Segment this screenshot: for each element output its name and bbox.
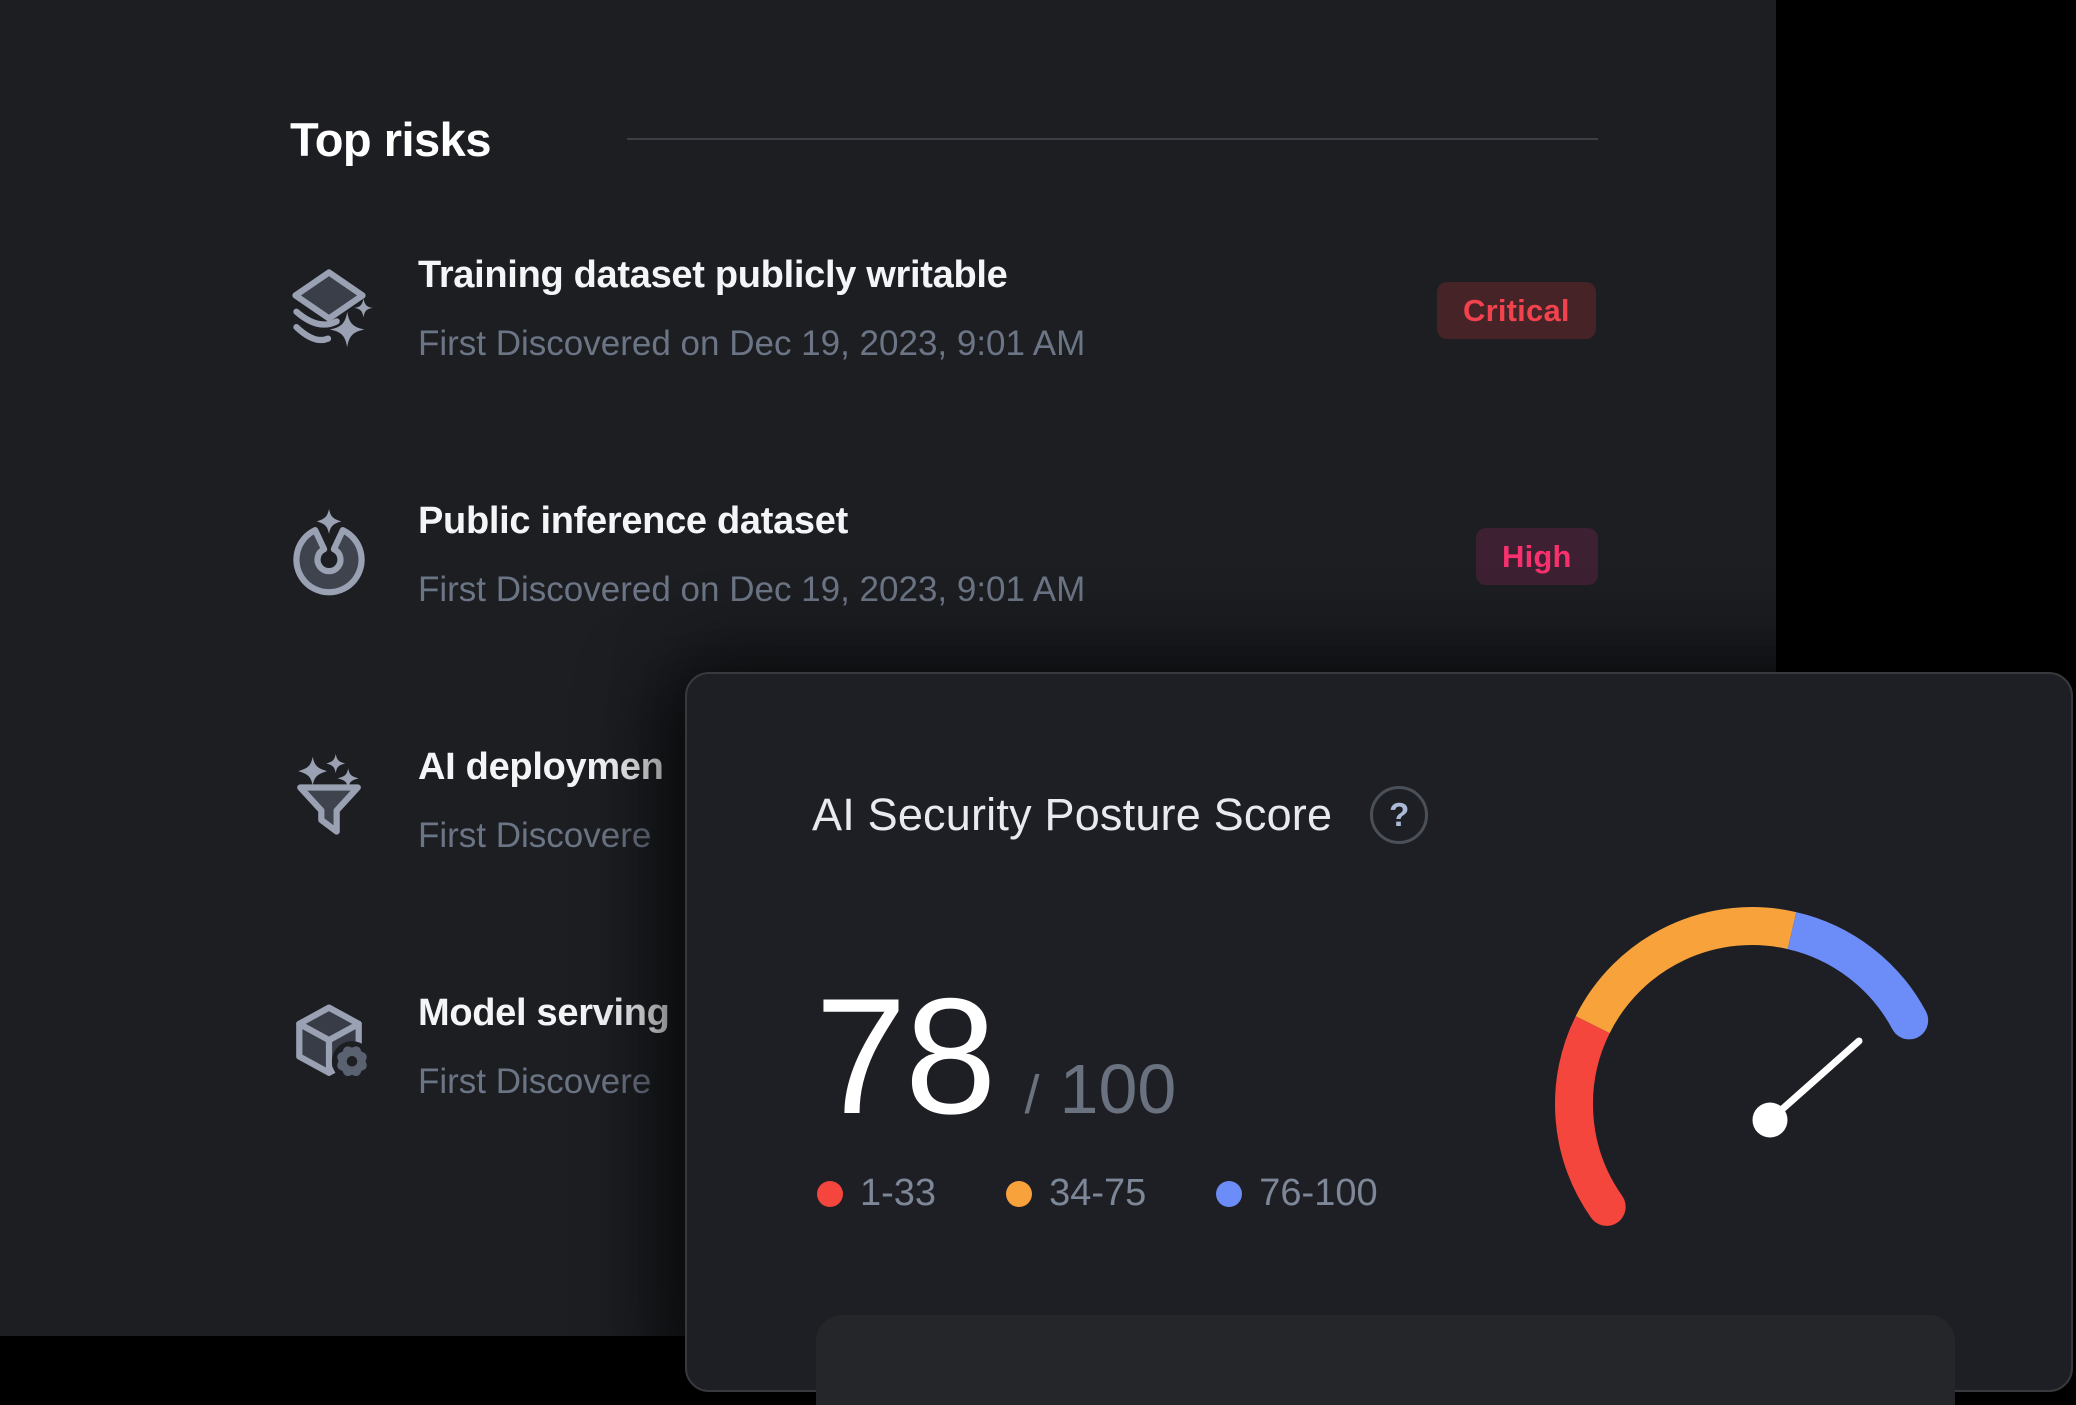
severity-badge-high: High — [1476, 528, 1598, 585]
score-value: 78 — [815, 964, 997, 1148]
layers-sparkle-icon — [283, 260, 375, 352]
cube-gear-icon — [283, 998, 375, 1090]
score-gauge-chart — [1537, 889, 1967, 1319]
risk-title: Model serving — [418, 992, 670, 1034]
top-risks-heading: Top risks — [290, 113, 491, 166]
risk-title: AI deploymen — [418, 746, 664, 788]
legend-item-medium: 34-75 — [1006, 1172, 1146, 1215]
gear-glyph — [337, 1046, 367, 1077]
score-legend: 1-33 34-75 76-100 — [817, 1172, 1448, 1215]
risk-row-public-inference[interactable]: Public inference dataset First Discovere… — [283, 498, 1085, 610]
gauge-segment-red — [1555, 1016, 1623, 1218]
legend-dot-blue — [1216, 1180, 1243, 1207]
legend-item-high: 76-100 — [1216, 1172, 1378, 1215]
risk-subtitle: First Discovere — [418, 816, 652, 855]
notched-circle-sparkle-icon — [283, 506, 375, 598]
legend-dot-orange — [1006, 1180, 1033, 1207]
risk-row-model-serving[interactable]: Model serving First Discovere — [283, 990, 670, 1102]
severity-badge-critical: Critical — [1437, 282, 1596, 339]
risk-subtitle: First Discovered on Dec 19, 2023, 9:01 A… — [418, 324, 1086, 363]
card-footer-section — [816, 1315, 1955, 1405]
score-max: 100 — [1059, 1050, 1177, 1128]
heading-divider — [627, 138, 1598, 140]
posture-score: 78 / 100 — [815, 974, 1176, 1139]
gauge-needle — [1752, 1037, 1863, 1138]
risk-row-ai-deployment[interactable]: AI deploymen First Discovere — [283, 744, 664, 856]
risk-title: Public inference dataset — [418, 500, 848, 542]
posture-card-title: AI Security Posture Score — [812, 789, 1333, 840]
risk-row-training-dataset[interactable]: Training dataset publicly writable First… — [283, 252, 1085, 364]
score-separator: / — [1024, 1065, 1040, 1125]
risk-subtitle: First Discovered on Dec 19, 2023, 9:01 A… — [418, 570, 1086, 609]
legend-item-low: 1-33 — [817, 1172, 936, 1215]
gauge-segment-orange — [1575, 907, 1797, 1034]
risk-subtitle: First Discovere — [418, 1062, 652, 1101]
posture-score-card: AI Security Posture Score ? 78 / 100 1-3… — [685, 672, 2073, 1405]
funnel-sparkle-icon — [283, 752, 375, 844]
risk-title: Training dataset publicly writable — [418, 254, 1008, 296]
gauge-segment-blue — [1787, 912, 1926, 1030]
question-mark-icon[interactable]: ? — [1370, 786, 1429, 844]
legend-dot-red — [817, 1180, 843, 1207]
